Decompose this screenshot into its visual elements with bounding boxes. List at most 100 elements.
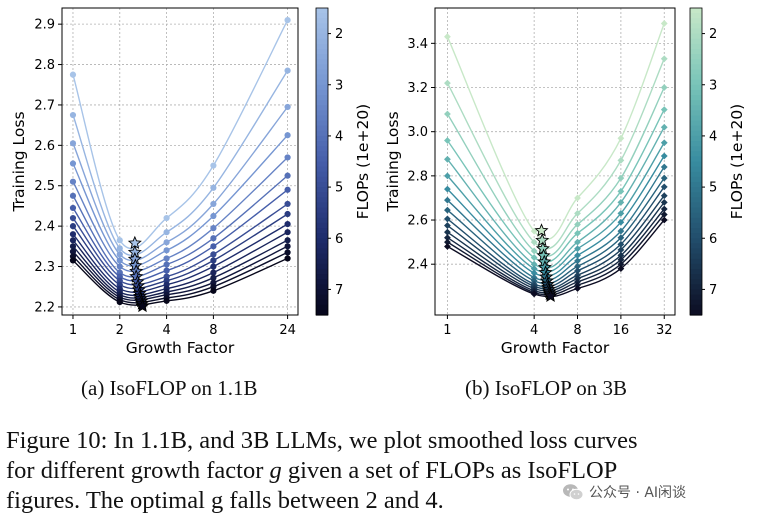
data-point xyxy=(210,200,217,208)
x-tick-label: 16 xyxy=(613,323,630,338)
y-tick-label: 3.0 xyxy=(407,125,428,140)
colorbar-segment xyxy=(316,258,328,265)
colorbar-segment xyxy=(690,64,702,70)
colorbar-segment xyxy=(690,125,702,132)
colorbar-segment xyxy=(316,94,328,101)
x-tick-label: 8 xyxy=(209,323,217,338)
colorbar-segment xyxy=(316,33,328,40)
colorbar-tick-label: 5 xyxy=(709,181,717,196)
colorbar-segment xyxy=(316,192,328,198)
data-point xyxy=(444,222,451,229)
colorbar-segment xyxy=(690,161,702,168)
data-point xyxy=(284,67,291,74)
colorbar-tick-label: 7 xyxy=(335,283,343,298)
x-tick-label: 1 xyxy=(69,323,77,338)
series-curve xyxy=(446,195,665,290)
data-point xyxy=(617,210,625,217)
colorbar-segment xyxy=(690,289,702,296)
x-axis-label: Growth Factor xyxy=(501,339,610,357)
colorbar-segment xyxy=(316,181,328,188)
colorbar-segment xyxy=(690,74,702,81)
data-point xyxy=(617,265,625,273)
data-point xyxy=(444,196,451,204)
series-curve xyxy=(446,126,665,269)
data-point xyxy=(163,247,170,254)
data-point xyxy=(574,257,581,265)
colorbar-segment xyxy=(690,212,702,219)
data-point xyxy=(444,234,451,242)
colorbar-tick-label: 2 xyxy=(335,27,343,42)
data-point xyxy=(660,205,668,213)
data-point xyxy=(284,210,291,218)
data-point xyxy=(530,247,538,255)
colorbar-segment xyxy=(316,69,328,76)
data-point xyxy=(530,260,538,268)
data-point xyxy=(660,123,668,131)
data-point xyxy=(444,172,451,180)
colorbar-segment xyxy=(690,228,702,234)
colorbar-frame xyxy=(315,7,329,316)
colorbar-segment xyxy=(316,274,328,280)
colorbar-segment xyxy=(316,263,328,270)
data-point xyxy=(617,218,625,226)
data-point xyxy=(284,132,291,139)
colorbar-segment xyxy=(316,125,328,132)
y-tick-label: 2.6 xyxy=(34,139,55,154)
y-tick-label: 2.9 xyxy=(34,18,55,33)
colorbar: 2 3 4 5 6 7 FLOPs (1e+20) xyxy=(315,7,372,316)
y-tick-label: 3.4 xyxy=(407,37,428,52)
data-point xyxy=(69,140,77,147)
colorbar-segment xyxy=(316,13,328,19)
colorbar-tick-label: 2 xyxy=(709,27,717,42)
colorbar-segment xyxy=(316,38,328,45)
data-point xyxy=(530,238,538,246)
colorbar-segment xyxy=(690,23,702,30)
colorbar-segment xyxy=(690,43,702,50)
data-point xyxy=(660,198,668,206)
y-tick-label: 2.6 xyxy=(407,214,428,229)
data-point xyxy=(617,156,625,164)
data-point xyxy=(116,263,123,270)
data-point xyxy=(69,214,77,222)
data-point xyxy=(530,269,538,277)
data-point xyxy=(284,186,291,193)
data-point xyxy=(210,287,217,294)
colorbar-segment xyxy=(316,207,328,214)
data-point xyxy=(444,206,451,214)
data-point xyxy=(574,245,581,253)
y-axis-label: Training Loss xyxy=(10,111,28,212)
colorbar-segment xyxy=(690,248,702,255)
colorbar-segment xyxy=(690,94,702,101)
data-point xyxy=(163,261,170,268)
data-point xyxy=(574,221,581,228)
data-point xyxy=(660,211,668,218)
data-point xyxy=(444,238,451,246)
colorbar-segment xyxy=(316,289,328,296)
colorbar-segment xyxy=(316,105,328,111)
colorbar-segment xyxy=(316,48,328,55)
colorbar-segment xyxy=(690,115,702,122)
colorbar-segment xyxy=(316,156,328,163)
data-point xyxy=(660,20,668,27)
data-point xyxy=(660,174,668,182)
data-point xyxy=(617,234,625,242)
colorbar-segment xyxy=(316,120,328,127)
colorbar-segment xyxy=(316,161,328,168)
colorbar-segment xyxy=(316,166,328,173)
data-point xyxy=(284,17,291,24)
colorbar-segment xyxy=(690,207,702,214)
colorbar-segment xyxy=(690,120,702,127)
data-point xyxy=(660,192,668,200)
colorbar-segment xyxy=(690,135,702,142)
colorbar-segment xyxy=(690,48,702,55)
data-point xyxy=(574,285,581,292)
data-point xyxy=(116,251,123,258)
colorbar-segment xyxy=(690,253,702,260)
colorbar-segment xyxy=(316,151,328,157)
y-tick-label: 2.2 xyxy=(34,300,55,315)
data-point xyxy=(617,134,625,142)
data-point xyxy=(444,110,451,118)
data-point xyxy=(69,192,77,199)
colorbar-segment xyxy=(316,299,328,306)
